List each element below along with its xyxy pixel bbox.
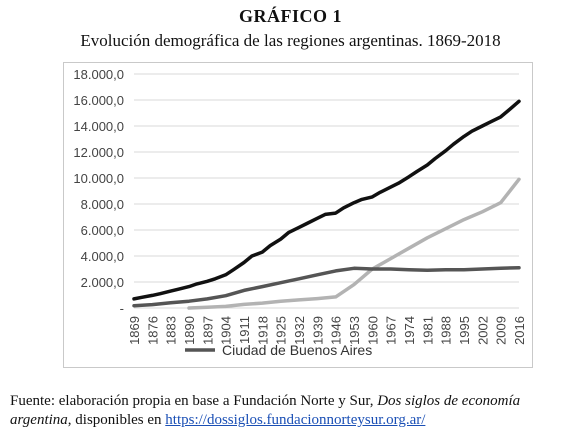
x-tick-label: 1932	[292, 316, 307, 345]
y-tick-label: -	[120, 301, 124, 316]
x-tick-label: 1953	[347, 316, 362, 345]
line-chart: - 2.000,0 4.000,0 6.000,0 8.000,0 10.000,0 12.…	[73, 67, 527, 358]
x-tick-label: 1939	[310, 316, 325, 345]
x-tick-label: 2009	[494, 316, 509, 345]
x-tick-label: 1967	[384, 316, 399, 345]
y-tick-label: 2.000,0	[81, 275, 124, 290]
x-tick-label: 1918	[255, 316, 270, 345]
y-tick-label: 6.000,0	[81, 223, 124, 238]
x-tick-label: 1869	[127, 316, 142, 345]
x-tick-label: 1904	[219, 316, 234, 345]
series-line-1	[132, 99, 521, 301]
x-tick-label: 2016	[512, 316, 527, 345]
x-tick-label: 1995	[457, 316, 472, 345]
x-tick-label: 1960	[365, 316, 380, 345]
x-tick-label: 1988	[439, 316, 454, 345]
source-middle: , disponibles en	[67, 412, 166, 428]
x-tick-label: 1974	[402, 316, 417, 345]
x-tick-label: 1925	[274, 316, 289, 345]
y-tick-label: 16.000,0	[73, 93, 124, 108]
x-tick-label: 2002	[475, 316, 490, 345]
series-line-2	[187, 177, 521, 310]
y-tick-label: 12.000,0	[73, 145, 124, 160]
x-tick-label: 1883	[164, 316, 179, 345]
y-tick-label: 18.000,0	[73, 67, 124, 82]
y-tick-label: 14.000,0	[73, 119, 124, 134]
x-tick-label: 1981	[420, 316, 435, 345]
x-tick-label: 1911	[237, 316, 252, 344]
x-tick-label: 1890	[182, 316, 197, 345]
chart-frame: - 2.000,0 4.000,0 6.000,0 8.000,0 10.000,0 12.…	[63, 62, 533, 368]
source-note: Fuente: elaboración propia en base a Fun…	[10, 392, 575, 430]
chart-title: GRÁFICO 1	[239, 6, 342, 26]
y-tick-label: 8.000,0	[81, 197, 124, 212]
x-tick-label: 1897	[200, 316, 215, 345]
source-prefix: Fuente: elaboración propia en base a Fun…	[10, 393, 378, 409]
x-tick-label: 1876	[145, 316, 160, 345]
legend-entry: Ciudad de Buenos Aires	[222, 342, 372, 358]
x-tick-label: 1946	[329, 316, 344, 345]
y-tick-label: 4.000,0	[81, 249, 124, 264]
series-line-3	[132, 265, 521, 308]
y-tick-label: 10.000,0	[73, 171, 124, 186]
source-book-title: Dos siglos de economía argentina	[10, 393, 521, 428]
chart-subtitle: Evolución demográfica de las regiones ar…	[80, 31, 501, 50]
source-link[interactable]: https://dossiglos.fundacionnorteysur.org…	[165, 412, 426, 428]
